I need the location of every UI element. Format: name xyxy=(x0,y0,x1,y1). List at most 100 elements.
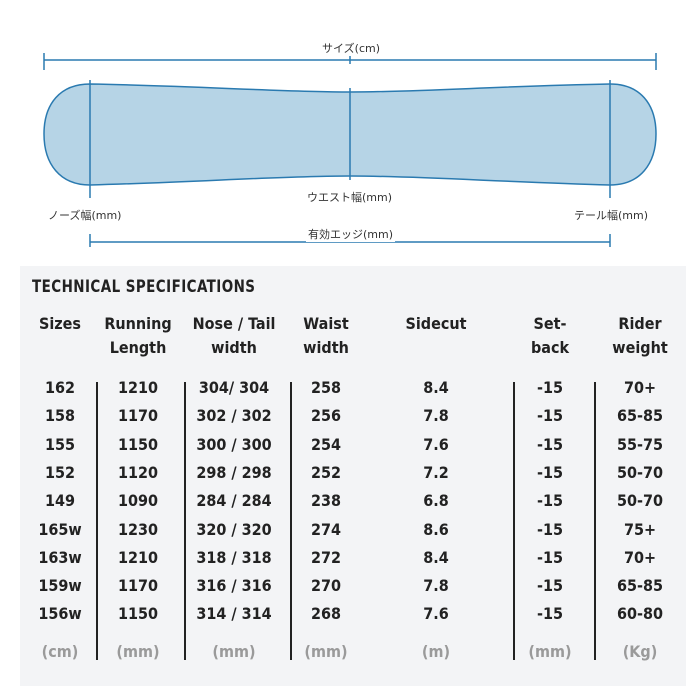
header-setback-line1: Set- xyxy=(533,314,567,333)
cell-nose-tail-width: 314 / 314 xyxy=(196,604,272,624)
cell-nose-tail-width: 304/ 304 xyxy=(198,378,270,397)
cell-setback: -15 xyxy=(536,576,563,596)
cell-size: 155 xyxy=(44,434,76,454)
cell-size: 163w xyxy=(38,547,82,567)
table-row: 163w 1210 318 / 318 272 8.4 -15 70+ xyxy=(20,544,686,572)
cell-setback: -15 xyxy=(536,378,563,397)
waist-label: ウエスト幅(mm) xyxy=(305,191,395,205)
cell-sidecut: 7.6 xyxy=(423,434,449,454)
cell-setback: -15 xyxy=(536,547,563,567)
cell-setback: -15 xyxy=(536,491,563,511)
cell-running-length: 1150 xyxy=(117,604,159,624)
header-nose-tail-width: Nose / Tail width xyxy=(184,312,284,360)
spec-title: TECHNICAL SPECIFICATIONS xyxy=(32,277,256,297)
table-row: 149 1090 284 / 284 238 6.8 -15 50-70 xyxy=(20,487,686,515)
column-separator xyxy=(513,382,515,660)
cell-size: 156w xyxy=(38,604,82,624)
cell-rider-weight: 50-70 xyxy=(616,491,664,511)
cell-nose-tail-width: 318 / 318 xyxy=(196,547,272,567)
cell-sidecut: 7.6 xyxy=(423,604,449,624)
unit-running-length: (mm) xyxy=(116,642,160,661)
cell-running-length: 1210 xyxy=(117,547,159,567)
cell-waist-width: 256 xyxy=(310,406,342,426)
cell-nose-tail-width: 284 / 284 xyxy=(196,491,272,511)
cell-nose-tail-width: 298 / 298 xyxy=(196,462,272,482)
header-waist-line1: Waist xyxy=(303,314,349,333)
cell-nose-tail-width: 302 / 302 xyxy=(196,406,272,426)
cell-size: 149 xyxy=(44,491,76,511)
header-sidecut: Sidecut xyxy=(386,312,486,336)
cell-waist-width: 254 xyxy=(310,434,342,454)
cell-rider-weight: 50-70 xyxy=(616,462,664,482)
cell-waist-width: 268 xyxy=(310,604,342,624)
table-row: 159w 1170 316 / 316 270 7.8 -15 65-85 xyxy=(20,572,686,600)
cell-sidecut: 7.8 xyxy=(423,576,449,596)
header-rider-weight: Rider weight xyxy=(598,312,682,360)
cell-rider-weight: 55-75 xyxy=(616,434,664,454)
cell-nose-tail-width: 300 / 300 xyxy=(196,434,272,454)
header-nose-tail-line1: Nose / Tail xyxy=(192,314,276,333)
cell-setback: -15 xyxy=(536,434,563,454)
cell-sidecut: 8.4 xyxy=(423,378,449,397)
cell-size: 152 xyxy=(44,462,76,482)
cell-waist-width: 238 xyxy=(310,491,342,511)
cell-sidecut: 6.8 xyxy=(423,491,449,511)
cell-waist-width: 272 xyxy=(310,547,342,567)
table-row: 165w 1230 320 / 320 274 8.6 -15 75+ xyxy=(20,516,686,544)
header-setback-line2: back xyxy=(530,338,570,357)
cell-rider-weight: 60-80 xyxy=(616,604,664,624)
technical-specifications-panel: TECHNICAL SPECIFICATIONS Sizes Running L… xyxy=(20,266,686,686)
cell-rider-weight: 65-85 xyxy=(616,406,664,426)
column-separator xyxy=(184,382,186,660)
cell-sidecut: 8.4 xyxy=(423,547,449,567)
cell-running-length: 1150 xyxy=(117,434,159,454)
header-running-length: Running Length xyxy=(96,312,180,360)
table-row: 155 1150 300 / 300 254 7.6 -15 55-75 xyxy=(20,431,686,459)
cell-waist-width: 252 xyxy=(310,462,342,482)
cell-nose-tail-width: 320 / 320 xyxy=(196,519,272,539)
header-rider-weight-line2: weight xyxy=(612,338,668,357)
cell-setback: -15 xyxy=(536,462,563,482)
cell-sidecut: 7.8 xyxy=(423,406,449,426)
header-sizes: Sizes xyxy=(28,312,92,336)
cell-rider-weight: 75+ xyxy=(623,519,657,539)
header-waist-width: Waist width xyxy=(290,312,362,360)
unit-nose-tail: (mm) xyxy=(212,642,256,661)
cell-size: 159w xyxy=(38,576,82,596)
size-label: サイズ(cm) xyxy=(320,42,383,56)
header-running-length-line2: Length xyxy=(109,338,167,357)
cell-setback: -15 xyxy=(536,406,563,426)
board-diagram-svg xyxy=(43,49,657,247)
cell-rider-weight: 70+ xyxy=(623,547,657,567)
unit-rider-weight: (Kg) xyxy=(622,642,658,661)
cell-nose-tail-width: 316 / 316 xyxy=(196,576,272,596)
table-row: 162 1210 304/ 304 258 8.4 -15 70+ xyxy=(20,374,686,402)
header-sidecut-line1: Sidecut xyxy=(405,314,467,333)
cell-waist-width: 270 xyxy=(310,576,342,596)
unit-sidecut: (m) xyxy=(421,642,451,661)
cell-running-length: 1170 xyxy=(117,406,159,426)
header-waist-line2: width xyxy=(303,338,349,357)
header-nose-tail-line2: width xyxy=(211,338,257,357)
edge-label: 有効エッジ(mm) xyxy=(306,228,396,242)
cell-size: 158 xyxy=(44,406,76,426)
cell-running-length: 1230 xyxy=(117,519,159,539)
board-diagram: サイズ(cm) ウエスト幅(mm) ノーズ幅(mm) テール幅(mm) 有効エッ… xyxy=(0,0,700,260)
unit-sizes: (cm) xyxy=(41,642,79,661)
table-row: 156w 1150 314 / 314 268 7.6 -15 60-80 xyxy=(20,600,686,628)
cell-rider-weight: 65-85 xyxy=(616,576,664,596)
nose-label: ノーズ幅(mm) xyxy=(46,209,124,223)
cell-running-length: 1090 xyxy=(117,491,159,511)
table-row: 152 1120 298 / 298 252 7.2 -15 50-70 xyxy=(20,459,686,487)
unit-setback: (mm) xyxy=(528,642,572,661)
cell-waist-width: 274 xyxy=(310,519,342,539)
cell-rider-weight: 70+ xyxy=(623,378,657,397)
cell-size: 162 xyxy=(44,378,76,397)
cell-setback: -15 xyxy=(536,519,563,539)
table-row: 158 1170 302 / 302 256 7.8 -15 65-85 xyxy=(20,402,686,430)
header-sizes-line1: Sizes xyxy=(38,314,81,333)
unit-waist: (mm) xyxy=(304,642,348,661)
header-setback: Set- back xyxy=(520,312,580,360)
cell-size: 165w xyxy=(38,519,82,539)
cell-waist-width: 258 xyxy=(310,378,342,397)
